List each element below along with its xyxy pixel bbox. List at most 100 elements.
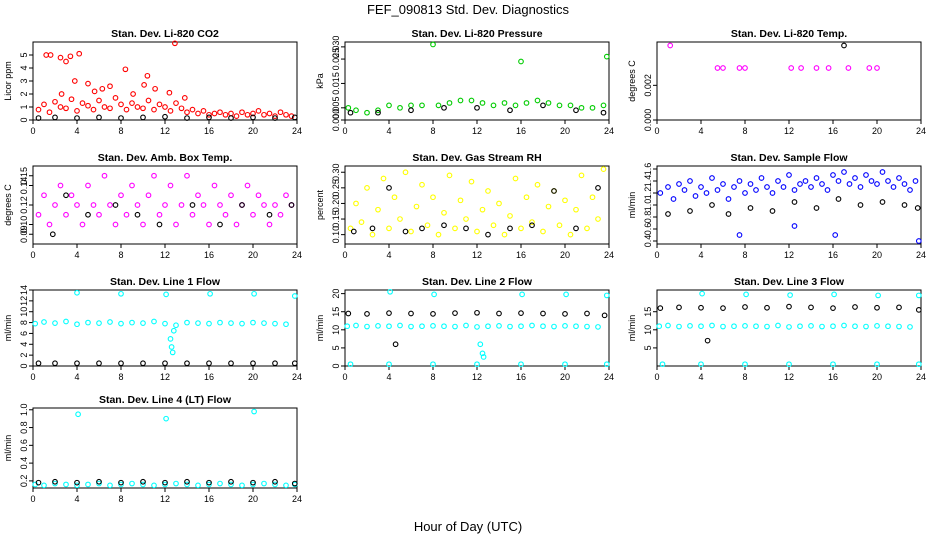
data-point [485, 323, 491, 330]
data-point [272, 113, 278, 119]
data-point [518, 310, 524, 317]
data-point [731, 184, 737, 190]
data-point [573, 225, 579, 232]
data-point [168, 344, 175, 350]
data-point [85, 481, 91, 488]
y-tick-label: 20 [331, 289, 341, 299]
data-point [118, 115, 124, 121]
data-point [288, 202, 295, 208]
y-tick-label: 0.4 [643, 235, 653, 248]
chart-panel: Stan. Dev. Line 2 Flow 0 4 8 12 16 20 24 0 5 10 15 2… [315, 276, 614, 382]
data-point [830, 172, 836, 178]
data-point [217, 221, 223, 228]
data-point [788, 65, 795, 71]
y-tick-label: 4 [19, 65, 29, 70]
data-point [195, 320, 201, 326]
data-point [852, 304, 858, 310]
data-point [364, 109, 370, 116]
y-tick-label: 0.8 [19, 421, 29, 434]
data-point [430, 194, 436, 201]
data-point [692, 193, 699, 199]
y-axis-label: percent [315, 189, 325, 220]
x-tick-label: 12 [784, 126, 794, 136]
x-tick-label: 4 [698, 372, 703, 382]
data-point [63, 318, 69, 325]
data-point [228, 481, 234, 488]
data-point [156, 211, 163, 218]
data-point [195, 110, 201, 117]
data-point [392, 341, 399, 348]
data-point [563, 291, 569, 298]
data-point [291, 293, 298, 299]
series-magenta [35, 172, 295, 228]
data-point [830, 323, 836, 330]
data-point [397, 322, 403, 329]
data-point [101, 172, 108, 179]
data-point [446, 100, 453, 106]
data-point [364, 184, 370, 191]
data-point [474, 104, 480, 111]
data-point [408, 102, 414, 109]
data-point [589, 194, 596, 201]
data-point [567, 102, 574, 109]
data-point [184, 115, 190, 121]
data-point [408, 323, 414, 330]
data-point [261, 480, 267, 487]
y-tick-label: 2 [19, 91, 29, 96]
x-tick-label: 20 [872, 372, 882, 382]
data-point [603, 361, 610, 368]
data-point [35, 479, 42, 486]
x-tick-label: 8 [430, 126, 435, 136]
data-point [657, 190, 664, 196]
x-tick-label: 0 [654, 250, 659, 260]
x-tick-label: 12 [160, 250, 170, 260]
data-point [866, 65, 873, 71]
data-point [173, 100, 179, 106]
x-tick-label: 8 [118, 250, 123, 260]
data-point [753, 323, 759, 330]
x-tick-label: 12 [784, 372, 794, 382]
x-tick-label: 20 [560, 372, 570, 382]
data-point [123, 211, 130, 218]
data-point [140, 221, 146, 228]
data-point [852, 323, 858, 330]
y-axis-label: Licor ppm [3, 61, 13, 101]
data-point [129, 319, 135, 326]
data-point [46, 109, 53, 116]
data-point [885, 178, 891, 184]
data-point [714, 65, 721, 71]
data-point [96, 320, 102, 326]
data-point [189, 106, 196, 113]
data-point [145, 97, 152, 104]
data-point [206, 481, 212, 488]
data-point [786, 303, 792, 310]
data-point [123, 106, 130, 113]
data-point [375, 107, 381, 114]
x-tick-label: 16 [828, 372, 838, 382]
data-point [857, 202, 864, 208]
data-point [162, 113, 168, 120]
x-tick-label: 12 [160, 494, 170, 504]
data-point [207, 290, 213, 297]
data-point [551, 323, 557, 330]
data-point [251, 408, 257, 415]
data-point [250, 481, 256, 488]
x-tick-label: 20 [248, 372, 258, 382]
data-point [387, 288, 393, 295]
x-tick-label: 4 [74, 494, 79, 504]
data-point [709, 175, 715, 181]
data-point [791, 223, 798, 229]
y-axis-label: ml/min [3, 315, 13, 342]
data-point [562, 197, 568, 204]
data-point [600, 166, 607, 172]
data-point [419, 181, 425, 188]
data-point [452, 323, 458, 330]
x-tick-label: 4 [386, 126, 391, 136]
data-point [239, 482, 245, 489]
x-tick-label: 8 [118, 126, 123, 136]
data-point [272, 320, 278, 327]
data-point [687, 178, 693, 184]
y-tick-label: 0.6 [643, 223, 653, 236]
y-tick-label: 0.14 [19, 177, 29, 195]
panel-title: Stan. Dev. Line 3 Flow [734, 276, 845, 288]
